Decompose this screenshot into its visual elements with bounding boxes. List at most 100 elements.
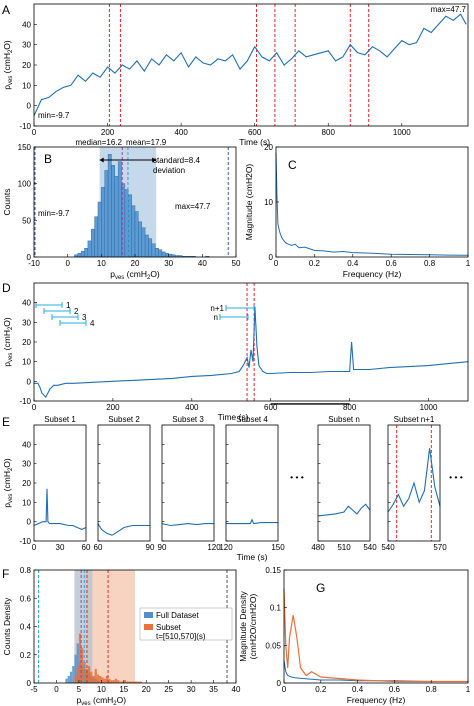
subset-bar: [76, 666, 79, 683]
y-axis-label-units: (cmH2O/cmH2O): [248, 594, 258, 660]
x-tick-label: 0: [282, 685, 287, 694]
subset-bar: [126, 681, 129, 683]
y-axis-label: Counts: [2, 189, 12, 216]
subset-bar: [87, 666, 91, 683]
x-tick-label: 120: [219, 543, 233, 552]
y-axis-label: Magnitude (cmH2O): [244, 164, 254, 241]
x-tick-label: 0: [65, 259, 70, 268]
subset-trace-line: [33, 488, 87, 531]
y-tick-label: -10: [19, 397, 31, 406]
x-axis-label: Frequency (Hz): [343, 269, 402, 279]
x-tick-label: 200: [106, 403, 120, 412]
y-axis-label: Magnitude Density: [238, 591, 248, 662]
full-dataset-bar: [65, 678, 68, 683]
y-tick-label: -10: [19, 122, 31, 131]
subset-bar: [99, 675, 102, 683]
histogram-bar: [91, 228, 95, 258]
x-axis-label: pves (cmH2O): [77, 695, 127, 706]
full-dataset-spectrum-line: [283, 660, 468, 682]
histogram-bar: [87, 240, 92, 258]
y-tick-label: 40: [22, 440, 31, 449]
histogram-bar: [84, 247, 89, 258]
y-axis-label: pves (cmH2O): [2, 317, 14, 367]
histogram-bar: [94, 216, 99, 258]
std-annotation-line2: deviation: [153, 166, 185, 175]
y-tick-label: 0: [27, 102, 32, 111]
subset-trace-line: [161, 523, 214, 527]
y-tick-label: 0.4: [20, 623, 32, 632]
y-tick-label: 0: [27, 679, 32, 688]
x-tick-label: 1: [466, 685, 471, 694]
subset-bar: [114, 678, 118, 683]
x-tick-label: 1: [466, 259, 471, 268]
axes-frame: [33, 3, 469, 127]
y-tick-label: 40: [22, 20, 31, 29]
subset-title: Subset 2: [108, 415, 140, 424]
histogram-bar: [101, 187, 105, 258]
histogram-bar: [114, 176, 119, 258]
x-tick-label: 10: [97, 685, 106, 694]
subset-bar: [123, 680, 127, 683]
x-tick-label: 0: [32, 403, 37, 412]
histogram-bar: [97, 201, 102, 258]
x-axis-label: Frequency (Hz): [347, 695, 406, 705]
subset-bar: [132, 681, 135, 683]
std-annotation-line1: standard=8.4: [153, 156, 200, 165]
x-tick-label: 600: [248, 128, 262, 137]
x-tick-label: 400: [185, 403, 199, 412]
x-tick-label: 20: [131, 259, 140, 268]
x-tick-label: 1000: [393, 128, 411, 137]
legend-swatch-full: [144, 612, 153, 618]
y-tick-label: 0: [277, 679, 282, 688]
x-tick-label: 510: [337, 543, 351, 552]
full-dataset-bar: [69, 671, 73, 683]
std-arrow-head-left: [99, 157, 104, 163]
x-tick-label: 0.6: [386, 259, 398, 268]
x-tick-label: 10: [97, 259, 106, 268]
x-tick-label: 0.8: [424, 259, 436, 268]
subset-title: Subset 3: [172, 415, 204, 424]
histogram-bar: [80, 250, 85, 258]
x-tick-label: 120: [207, 543, 221, 552]
pves-trace-line: [33, 13, 467, 117]
histogram-bar: [151, 243, 156, 258]
y-axis-label: pves (cmH2O): [2, 458, 14, 508]
subset-frame: [97, 424, 151, 542]
y-tick-label: 0.8: [20, 566, 32, 575]
histogram-bar: [117, 161, 122, 258]
x-tick-label: 40: [232, 685, 241, 694]
subset-bar: [78, 633, 82, 683]
x-axis-label: Time (s): [239, 137, 270, 147]
y-tick-label: -10: [19, 537, 31, 546]
y-tick-label: 20: [22, 338, 31, 347]
y-tick-label: 30: [22, 460, 31, 469]
panel-letter-g: G: [316, 581, 325, 595]
x-tick-label: 570: [433, 543, 447, 552]
subset-title: Subset n: [328, 415, 360, 424]
x-tick-label: 480: [311, 543, 325, 552]
subset-bar: [81, 647, 84, 683]
histogram-bar: [104, 170, 109, 258]
histogram-bar: [144, 234, 149, 258]
subset-bar: [74, 675, 77, 683]
y-tick-label: 10: [22, 81, 31, 90]
ellipsis: • • •: [449, 472, 463, 482]
y-tick-label: 50: [22, 216, 31, 225]
mean-annotation: mean=17.9: [126, 138, 167, 147]
x-tick-label: 0.4: [347, 259, 359, 268]
panel-letter-d: D: [2, 281, 11, 295]
x-tick-label: 1000: [420, 403, 438, 412]
y-tick-label: 20: [22, 61, 31, 70]
subset-trace-line: [387, 448, 441, 513]
histogram-bar: [148, 238, 153, 258]
histogram-bar: [168, 253, 173, 258]
window-label: 4: [90, 319, 95, 328]
panel-letter-a: A: [2, 3, 10, 17]
subset-trace-line: [97, 523, 150, 536]
legend-label-subset: Subset: [156, 623, 182, 632]
subset-trace-line: [317, 503, 371, 517]
panel-letter-c: C: [288, 158, 297, 172]
y-tick-label: 0.05: [265, 641, 281, 650]
y-tick-label: 0: [27, 377, 32, 386]
